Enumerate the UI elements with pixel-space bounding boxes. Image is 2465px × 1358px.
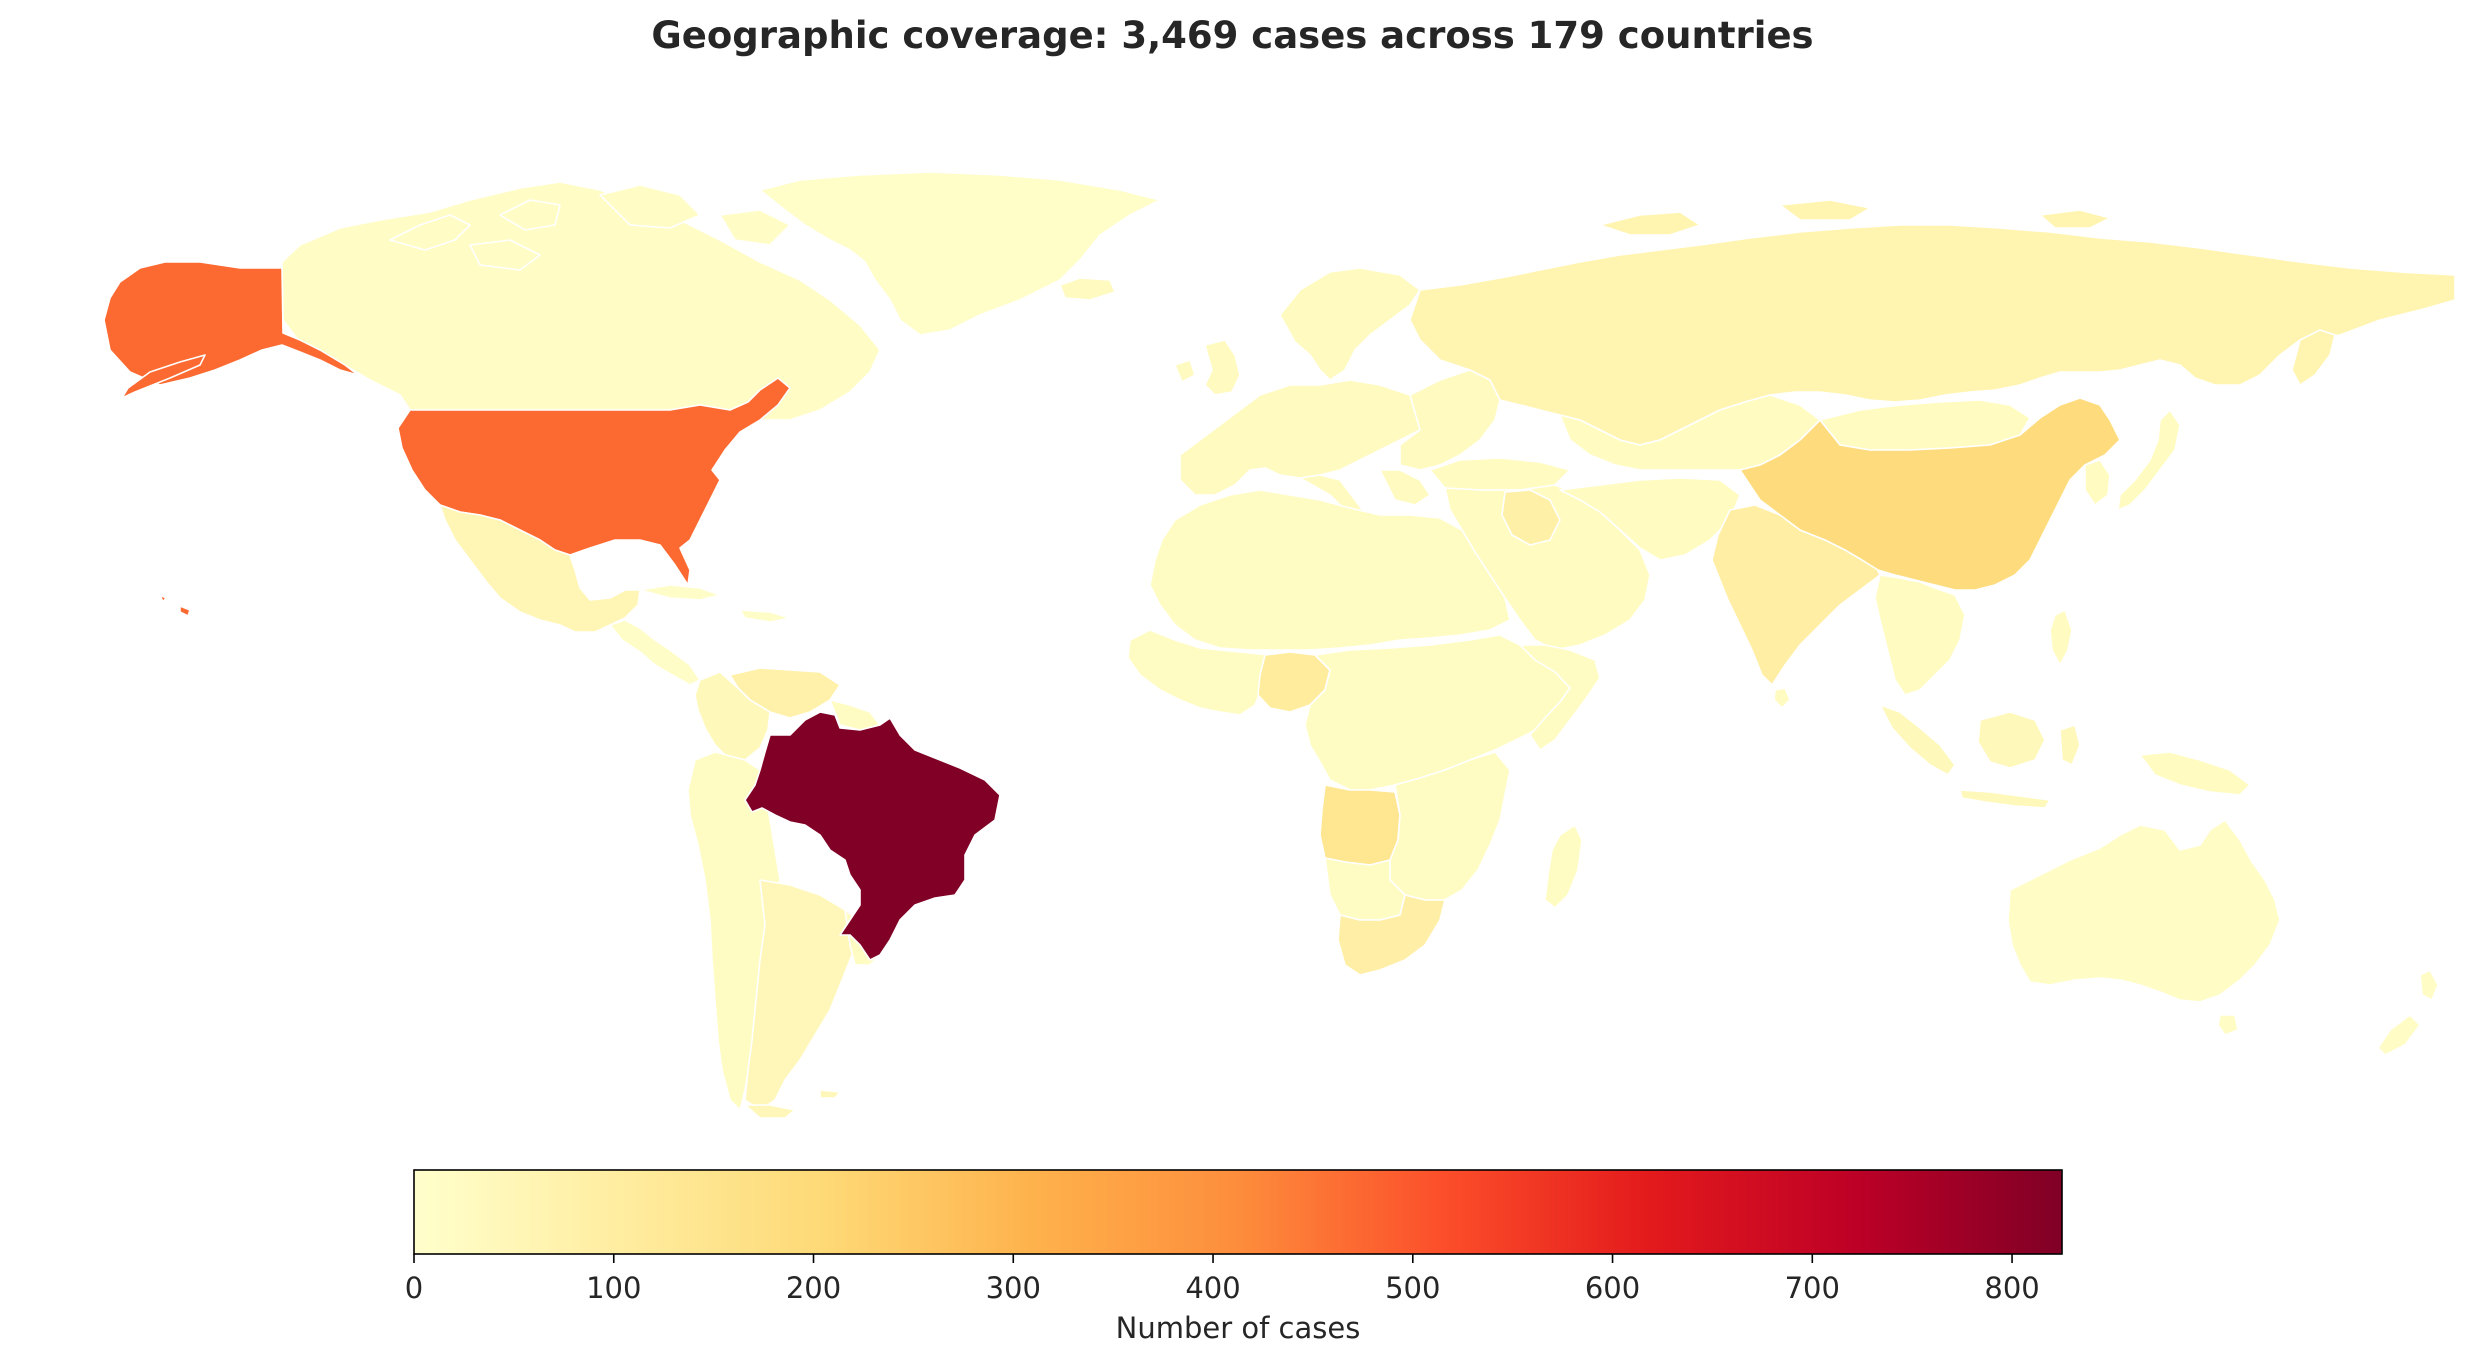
region-uk [1174,339,1241,396]
colorbar-gradient-bar [413,1169,2063,1255]
region-greenland [759,171,1161,336]
region-south-africa [1337,894,1446,976]
region-java [1959,789,2051,809]
region-central-america [609,619,701,686]
region-sumatra [1879,704,1956,776]
region-new-guinea [2139,751,2251,796]
colorbar-ticks: 0 100 200 300 400 500 600 700 800 [405,1254,2040,1305]
region-tierra-del-fuego [744,1089,841,1119]
region-scandinavia [1279,267,1421,381]
region-colombia [694,671,771,761]
colorbar-tick-label: 100 [586,1271,641,1305]
colorbar-label: Number of cases [1116,1311,1361,1345]
colorbar: 0 100 200 300 400 500 600 700 800 Number of case… [405,1169,2063,1345]
region-central-africa [1304,634,1576,791]
region-new-zealand [2377,969,2439,1056]
region-angola [1319,784,1401,866]
region-sulawesi [2059,724,2081,766]
region-alaska-tail [121,354,206,399]
region-alaska [103,261,359,386]
region-madagascar [1544,824,1583,909]
region-sri-lanka [1773,687,1791,709]
region-hawaii [159,594,191,617]
region-tasmania [2217,1014,2239,1036]
region-philippines [2049,609,2073,666]
colorbar-tick-label: 500 [1385,1271,1440,1305]
region-iran-afghanistan [1559,477,1741,561]
region-brazil [744,711,1001,961]
colorbar-tick-label: 700 [1785,1271,1840,1305]
colorbar-tick-label: 800 [1984,1271,2039,1305]
region-north-africa [1149,489,1511,651]
region-iraq [1501,489,1561,546]
region-caribbean [639,584,791,623]
region-china [1739,397,2121,591]
colorbar-tick-label: 600 [1585,1271,1640,1305]
region-canada-islands [389,184,791,271]
region-west-africa [1127,629,1271,716]
region-borneo [1977,711,2046,769]
region-russia-islands [1599,199,2111,236]
region-southeast-asia [1874,574,1966,696]
colorbar-tick-label: 0 [405,1271,423,1305]
map-title: Geographic coverage: 3,469 cases across … [651,14,1814,57]
colorbar-tick-label: 200 [786,1271,841,1305]
colorbar-tick-label: 300 [986,1271,1041,1305]
region-mexico [439,504,641,633]
region-iceland [1059,277,1116,301]
region-kamchatka [2291,329,2336,386]
region-australia [2007,819,2281,1003]
region-horn-of-africa [1519,644,1601,751]
region-canada [281,181,881,421]
region-korea [2084,459,2111,506]
colorbar-tick-label: 400 [1185,1271,1240,1305]
region-japan [2117,409,2181,511]
region-western-europe [1179,379,1431,496]
countries-layer [103,171,2456,1119]
